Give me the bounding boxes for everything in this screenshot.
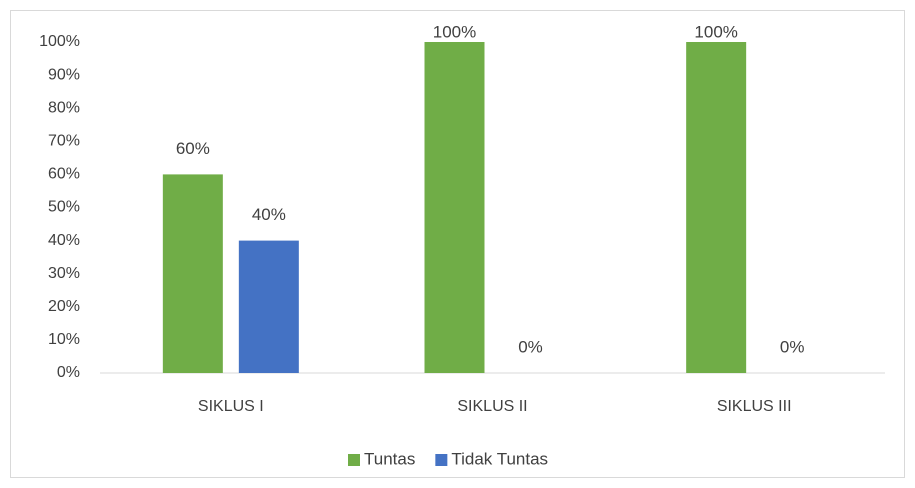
bar [162, 174, 223, 373]
y-tick-label: 20% [48, 298, 80, 315]
legend-swatch [348, 454, 360, 466]
y-tick-label: 70% [48, 133, 80, 150]
x-tick-label: SIKLUS II [457, 398, 527, 415]
y-tick-label: 40% [48, 232, 80, 249]
y-tick-label: 100% [39, 33, 80, 50]
legend-label: Tuntas [364, 449, 415, 468]
data-label: 0% [780, 337, 805, 356]
bar [424, 42, 485, 373]
y-tick-label: 10% [48, 331, 80, 348]
legend-label: Tidak Tuntas [451, 449, 548, 468]
x-tick-label: SIKLUS III [717, 398, 792, 415]
y-tick-label: 30% [48, 265, 80, 282]
bar [238, 240, 299, 373]
data-label: 100% [694, 22, 737, 41]
data-label: 60% [176, 139, 210, 158]
x-tick-label: SIKLUS I [198, 398, 264, 415]
data-label: 40% [252, 205, 286, 224]
legend-swatch [435, 454, 448, 466]
y-tick-label: 60% [48, 166, 80, 183]
y-tick-label: 90% [48, 66, 80, 83]
y-tick-label: 50% [48, 199, 80, 216]
y-tick-label: 80% [48, 99, 80, 116]
data-label: 0% [518, 337, 543, 356]
bar [686, 42, 747, 373]
data-label: 100% [433, 22, 476, 41]
y-tick-label: 0% [57, 364, 80, 381]
